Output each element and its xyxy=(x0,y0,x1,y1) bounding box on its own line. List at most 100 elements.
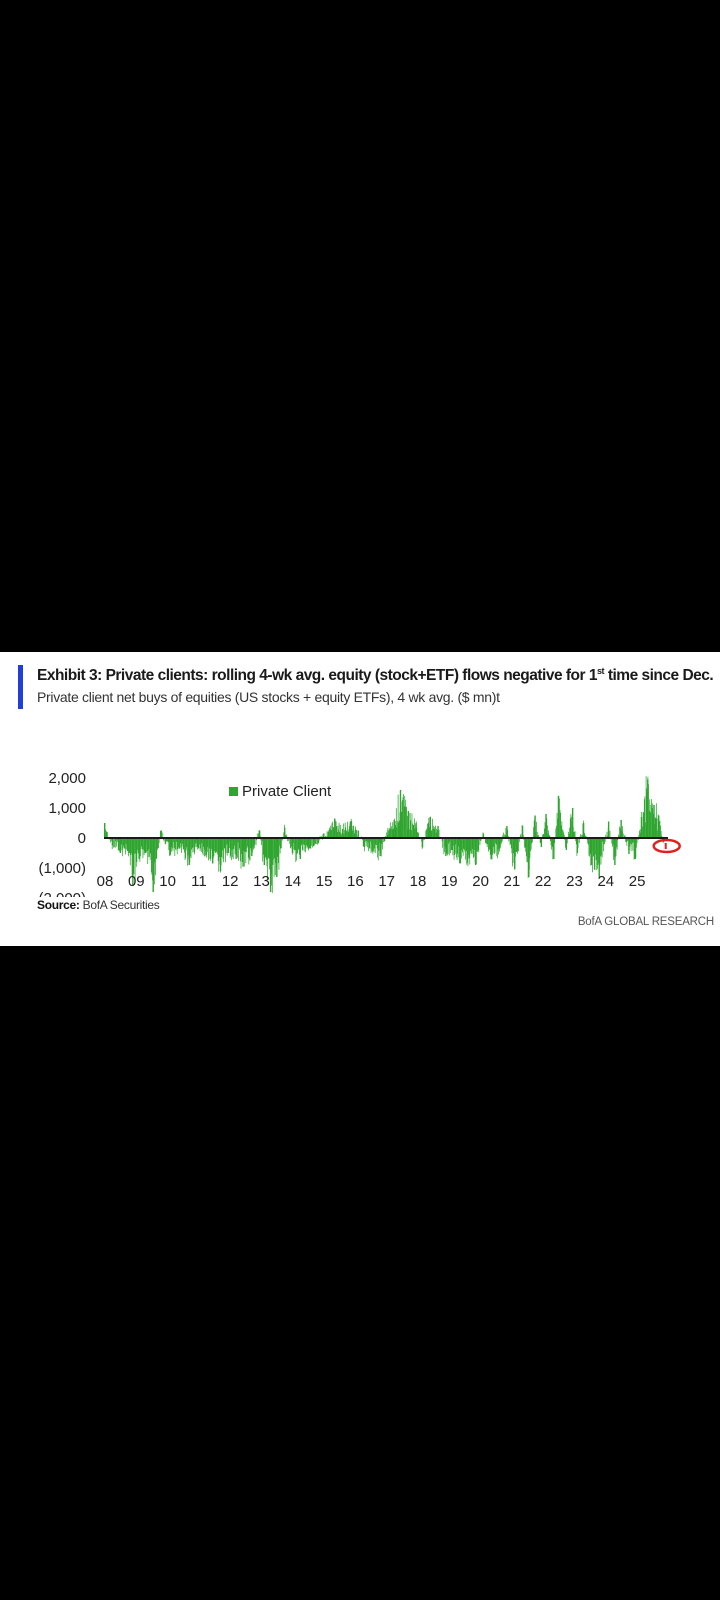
flow-bar xyxy=(600,838,602,865)
flow-bar xyxy=(621,831,623,838)
flow-bar xyxy=(442,838,444,848)
flow-bar xyxy=(312,838,314,847)
flow-bar xyxy=(366,838,368,842)
flow-bar xyxy=(547,833,549,838)
flow-bar xyxy=(454,838,456,854)
flow-bar xyxy=(515,838,516,857)
flow-bar xyxy=(323,833,325,838)
flow-bar xyxy=(239,838,241,851)
flow-bar xyxy=(123,838,125,846)
flow-bar xyxy=(126,838,128,851)
flow-bar xyxy=(426,828,428,838)
flow-bar xyxy=(631,838,633,845)
exhibit-subtitle: Private client net buys of equities (US … xyxy=(37,689,500,705)
flow-bar xyxy=(603,838,605,845)
flow-bar xyxy=(365,838,366,842)
x-tick-label: 08 xyxy=(97,873,114,890)
flow-bar xyxy=(472,838,474,854)
flow-bar xyxy=(274,838,276,876)
flow-bar xyxy=(592,838,594,858)
flow-bar xyxy=(513,838,515,854)
flow-bar xyxy=(300,838,302,845)
flow-bar xyxy=(194,838,196,855)
flow-bar xyxy=(303,838,305,845)
flow-bar xyxy=(466,838,468,865)
flow-bar xyxy=(202,838,204,856)
flow-bar xyxy=(291,838,294,853)
flow-bar xyxy=(128,838,130,854)
flow-bar xyxy=(331,823,333,838)
flow-bar xyxy=(599,838,601,857)
flow-bar xyxy=(255,838,257,846)
flow-bar xyxy=(492,838,493,855)
flow-bar xyxy=(289,838,291,844)
flow-bar xyxy=(354,833,356,838)
flow-bar xyxy=(345,827,347,838)
flow-bar xyxy=(533,827,534,838)
flow-bar xyxy=(167,838,169,842)
flow-bar xyxy=(314,838,316,844)
flow-bar xyxy=(556,812,558,838)
flow-bar xyxy=(429,827,430,838)
flow-bar xyxy=(138,838,140,859)
flow-bar xyxy=(453,838,454,846)
flow-bar xyxy=(448,838,450,856)
flow-bar xyxy=(463,838,465,849)
flow-bar xyxy=(355,826,356,838)
flow-bar xyxy=(569,827,571,838)
flow-bar xyxy=(475,838,477,865)
flow-bar xyxy=(261,838,263,841)
flow-bar xyxy=(544,822,546,838)
x-tick-label: 19 xyxy=(441,873,458,890)
flow-bar xyxy=(214,838,216,853)
flow-bar xyxy=(117,838,118,843)
flow-bar xyxy=(543,833,545,838)
flow-bar xyxy=(263,838,266,865)
flow-bar xyxy=(336,831,338,838)
flow-bar xyxy=(445,838,447,856)
flow-bar xyxy=(594,838,596,871)
flow-bar xyxy=(391,826,392,838)
flow-bar xyxy=(271,838,273,886)
x-tick-label: 25 xyxy=(629,873,646,890)
flow-bar xyxy=(129,838,131,854)
flow-bar xyxy=(167,838,168,842)
flow-bar xyxy=(330,830,332,838)
flow-bar xyxy=(609,830,611,838)
flow-bar xyxy=(459,838,461,864)
flow-bar xyxy=(122,838,123,857)
flow-bar xyxy=(294,838,296,850)
flow-bar xyxy=(208,838,210,859)
flow-bar xyxy=(526,838,528,863)
flow-bar xyxy=(395,824,397,838)
flow-bar xyxy=(217,838,218,855)
flow-bar xyxy=(156,838,158,850)
flow-bar xyxy=(397,794,399,838)
x-tick-label: 24 xyxy=(597,873,614,890)
flow-bar xyxy=(113,838,114,848)
flow-bar xyxy=(414,828,416,838)
flow-bar xyxy=(644,796,646,838)
flow-bar xyxy=(436,829,438,838)
flow-bar xyxy=(303,838,304,845)
flow-bar xyxy=(563,832,565,838)
y-tick-label: 0 xyxy=(78,830,86,847)
flow-bar xyxy=(530,838,532,850)
flow-bar xyxy=(471,838,473,849)
flow-bar xyxy=(651,807,653,838)
x-tick-label: 11 xyxy=(191,873,207,890)
flow-bar xyxy=(211,838,214,864)
flow-bar xyxy=(373,838,375,853)
flow-bar xyxy=(249,838,251,861)
flow-bar xyxy=(490,838,492,859)
flow-bar xyxy=(367,838,368,848)
flow-bar xyxy=(519,835,521,838)
flow-bar xyxy=(194,838,196,847)
flow-bar xyxy=(474,838,477,865)
flow-bar xyxy=(156,838,158,860)
flow-bar xyxy=(266,838,268,867)
flow-bar xyxy=(306,838,308,847)
flow-bar xyxy=(647,779,649,838)
flow-bar xyxy=(495,838,496,844)
flow-bar xyxy=(176,838,178,855)
